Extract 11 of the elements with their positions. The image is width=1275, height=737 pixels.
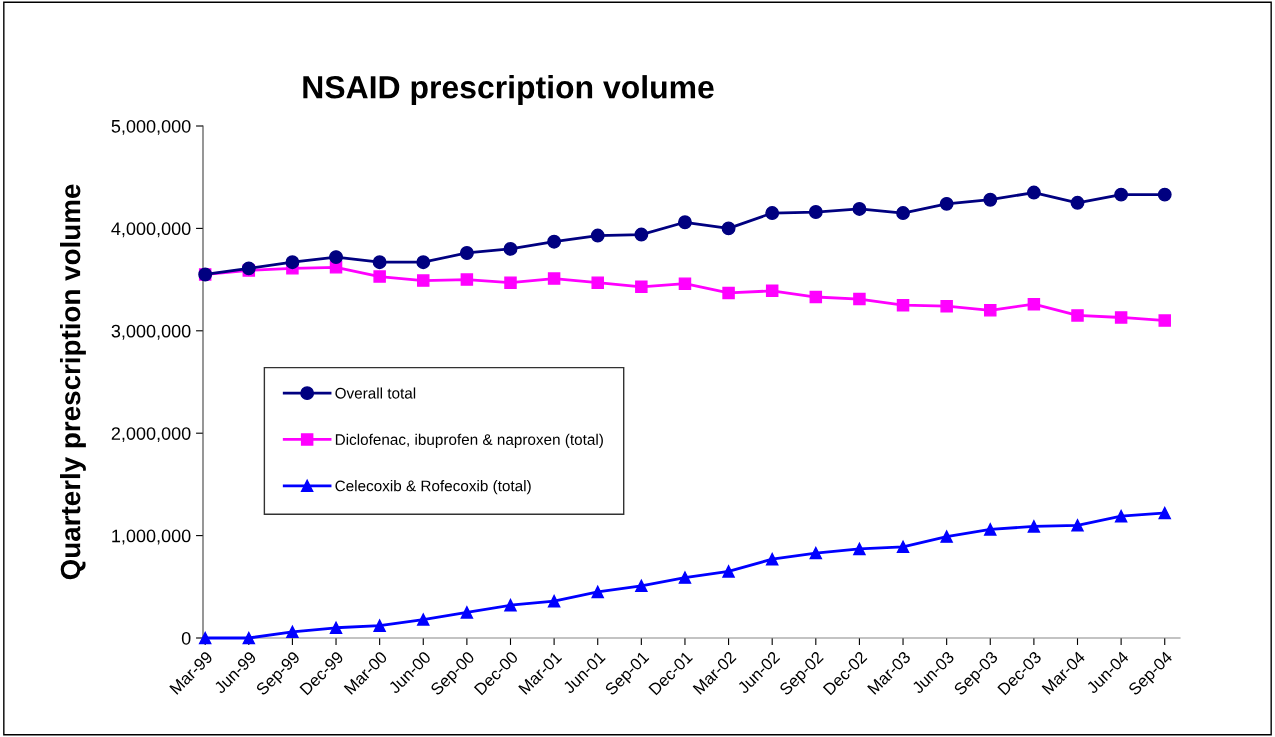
legend-label: Diclofenac, ibuprofen & naproxen (total) [335, 433, 603, 448]
legend-label: Overall total [335, 387, 416, 399]
y-tick-label: 0 [181, 631, 191, 645]
y-axis-title: Quarterly prescription volume [59, 184, 86, 580]
legend-label: Celecoxib & Rofecoxib (total) [335, 480, 531, 495]
y-tick-label: 1,000,000 [112, 529, 191, 545]
y-tick-label: 5,000,000 [111, 119, 191, 135]
chart-title: NSAID prescription volume [303, 75, 714, 105]
y-tick-label: 2,000,000 [111, 427, 191, 443]
y-tick-label: 3,000,000 [111, 324, 191, 340]
y-tick-label: 4,000,000 [111, 222, 191, 238]
